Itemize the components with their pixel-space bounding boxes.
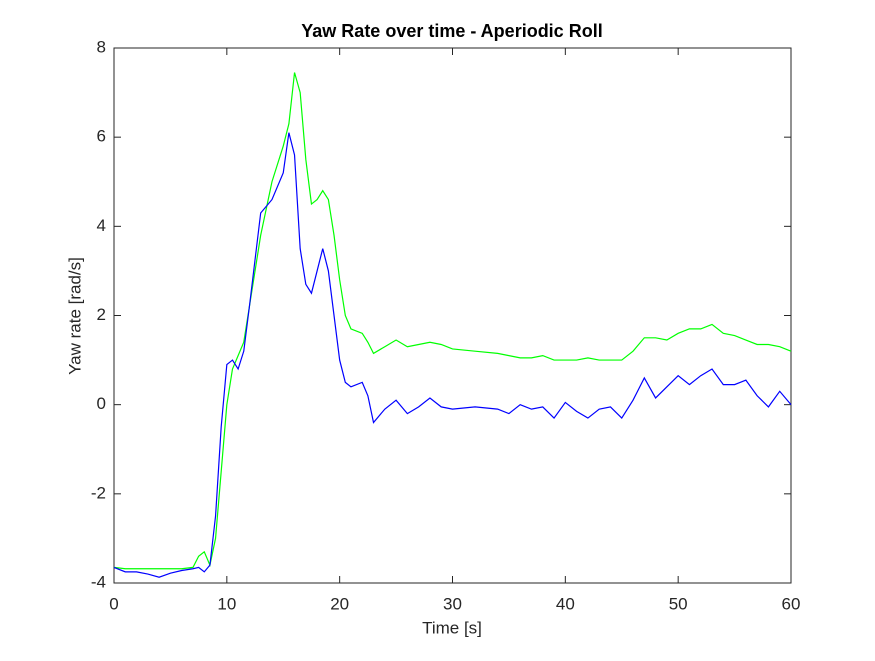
x-tick-label: 50	[669, 594, 688, 613]
chart-title: Yaw Rate over time - Aperiodic Roll	[301, 21, 602, 41]
x-tick-label: 30	[443, 594, 462, 613]
x-tick-label: 0	[109, 594, 118, 613]
y-tick-label: 4	[97, 216, 106, 235]
y-tick-label: 8	[97, 37, 106, 56]
y-tick-label: 0	[97, 394, 106, 413]
y-tick-label: -4	[91, 572, 106, 591]
x-tick-label: 40	[556, 594, 575, 613]
y-tick-label: 2	[97, 305, 106, 324]
data-line	[113, 72, 792, 570]
x-tick-label: 20	[330, 594, 349, 613]
x-tick-label: 60	[782, 594, 801, 613]
x-axis-label: Time [s]	[422, 618, 482, 637]
y-axis-label: Yaw rate [rad/s]	[65, 257, 84, 375]
data-line	[113, 132, 792, 578]
y-tick-label: 6	[97, 127, 106, 146]
y-tick-label: -2	[91, 483, 106, 502]
x-tick-label: 10	[217, 594, 236, 613]
